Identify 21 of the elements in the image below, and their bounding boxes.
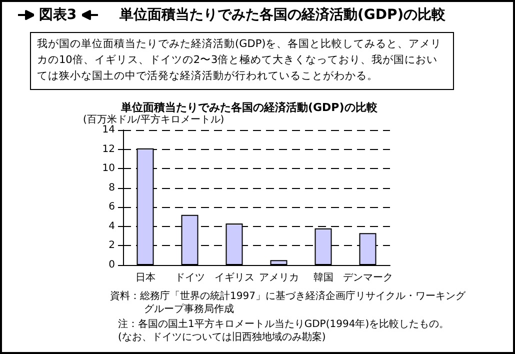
x-tick-label: アメリカ bbox=[258, 272, 299, 284]
y-axis-title: (百万米ドル/平方キロメートル) bbox=[83, 114, 224, 126]
text: 注：各国の国土1平方キロメートル当たりGDP(1994年)を比較したもの。 (なお、ドイツについては旧西独地域のみ勘案) bbox=[118, 318, 450, 344]
text: 単位面積当たりでみた各国の経済活動(GDP)の比較 bbox=[120, 7, 446, 23]
x-tick-label: ドイツ bbox=[174, 272, 205, 284]
y-tick-label: 10 bbox=[102, 163, 115, 174]
y-tick-label: 8 bbox=[108, 182, 115, 194]
y-tick-label: 6 bbox=[108, 202, 115, 213]
y-tick-label: 14 bbox=[102, 124, 115, 136]
x-tick-label: 日本 bbox=[135, 272, 156, 284]
x-tick-label: 韓国 bbox=[313, 272, 334, 284]
chart-title: 単位面積当たりでみた各国の経済活動(GDP)の比較 bbox=[120, 101, 378, 114]
y-tick-label: 12 bbox=[102, 144, 115, 155]
x-tick-label: イギリス bbox=[214, 272, 254, 284]
y-tick-label: 0 bbox=[108, 260, 115, 270]
y-tick-label: 2 bbox=[108, 240, 115, 252]
text: 資料：総務庁「世界の統計1997」に基づき経済企画庁リサイクル・ワーキンググループ事務局作成 bbox=[110, 290, 466, 316]
text: 我が国の単位面積当たりでみた経済活動(GDP)を、各国と比較してみると、アメリカの10倍、イギリス、ドイツの2〜3倍と極めて大きくなっており、我が国においては狭小な国土の中で活発な経済活動が行われていることがわかる。 bbox=[30, 32, 454, 90]
y-tick-label: 4 bbox=[108, 220, 115, 232]
x-tick-label: デンマーク bbox=[342, 272, 393, 284]
text: 図表3 bbox=[38, 7, 77, 23]
